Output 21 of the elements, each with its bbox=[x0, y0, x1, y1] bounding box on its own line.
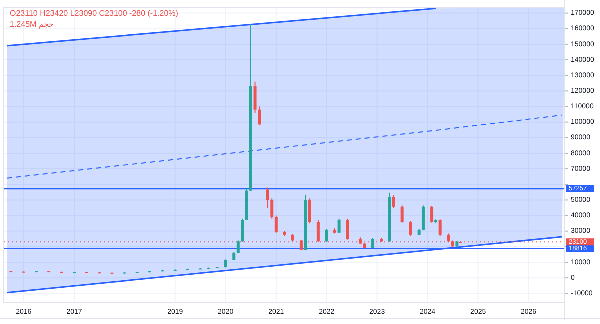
candlestick bbox=[430, 206, 434, 224]
candlestick bbox=[236, 240, 240, 254]
candlestick bbox=[372, 238, 375, 249]
candlestick bbox=[266, 187, 270, 208]
candlestick bbox=[400, 205, 404, 224]
candlestick bbox=[409, 220, 412, 237]
candlestick bbox=[325, 228, 328, 243]
candlestick bbox=[254, 81, 257, 114]
annotation: حجم 1.245M bbox=[10, 20, 54, 29]
candlestick bbox=[308, 198, 312, 224]
candlestick bbox=[422, 205, 425, 232]
candlestick bbox=[300, 239, 303, 251]
candlestick bbox=[241, 218, 244, 243]
candlestick bbox=[258, 106, 262, 126]
annotation: O23110 H23420 L23090 C23100 -280 (-1.20%) bbox=[10, 9, 179, 18]
candlestick bbox=[438, 219, 442, 237]
candlestick bbox=[274, 215, 278, 234]
candlestick bbox=[270, 198, 274, 220]
candlestick bbox=[392, 195, 396, 208]
candlestick bbox=[346, 218, 350, 240]
candlestick bbox=[338, 218, 341, 234]
